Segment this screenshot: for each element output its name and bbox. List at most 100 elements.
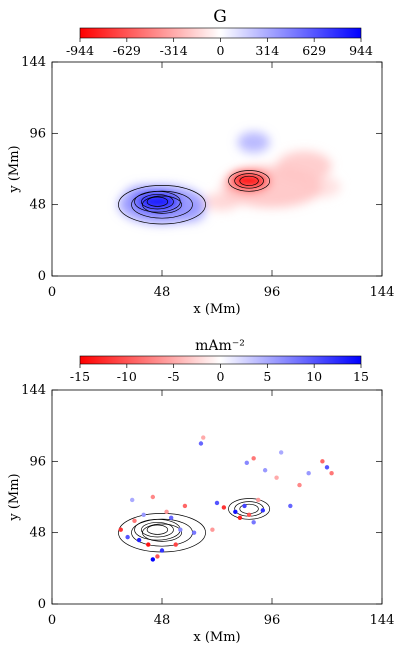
axes-2: 0 48 96 144 0 48 96 144: [21, 383, 394, 628]
y-tick-label: 0: [38, 597, 46, 612]
positive-current-point: [242, 503, 247, 509]
positive-current-point: [262, 468, 268, 473]
colorbar-2: [79, 355, 362, 365]
x-tick-label: 48: [154, 613, 171, 628]
colorbar-1: [79, 27, 362, 39]
field-contour: [141, 522, 174, 538]
negative-current-point: [173, 542, 178, 547]
field-contour: [118, 184, 206, 225]
colorbar-tick-label: -629: [113, 43, 141, 58]
x-tick-label: 144: [370, 613, 395, 628]
negative-current-point: [132, 518, 137, 523]
y-tick-label: 144: [21, 55, 46, 70]
negative-current-point: [246, 512, 252, 518]
colorbar-tick-label: 0: [217, 43, 225, 58]
positive-current-point: [288, 503, 293, 509]
y-tick-label: 96: [29, 454, 46, 469]
positive-current-point: [198, 441, 204, 446]
negative-current-point: [329, 471, 334, 476]
field-contour: [234, 173, 264, 189]
positive-current-point: [244, 460, 249, 466]
negative-current-point: [164, 509, 169, 515]
x-tick-label: 0: [48, 613, 56, 628]
positive-current-point: [306, 471, 311, 476]
field-contour: [146, 196, 169, 207]
field-contour: [141, 194, 174, 210]
plot-frame-1: [51, 61, 383, 277]
negative-current-point: [256, 497, 261, 503]
negative-current-point: [182, 503, 188, 509]
contour-layer: [118, 170, 271, 225]
negative-current-point: [210, 527, 215, 532]
x-tick-label: 96: [264, 613, 281, 628]
negative-current-point: [297, 482, 302, 488]
colorbar-tick-label: 0: [217, 369, 225, 384]
x-axis-label-2: x (Mm): [193, 630, 240, 645]
y-axis-label-1: y (Mm): [7, 145, 22, 193]
x-tick-label: 96: [264, 285, 281, 300]
current-points: [118, 435, 334, 562]
negative-current-point: [221, 505, 227, 510]
positive-current-point: [168, 515, 174, 521]
colorbar-tick-label: -15: [70, 369, 90, 384]
positive-current-point: [125, 534, 130, 540]
colorbar-tick-label: 10: [306, 369, 322, 384]
negative-current-point: [274, 475, 279, 480]
field-contour: [142, 523, 182, 542]
y-tick-label: 48: [29, 198, 46, 213]
panel-current-density: mAm⁻² -15 -10 -5 0 5 10 15 0 48 96 144 0 48 96 144 x …: [7, 338, 394, 645]
field-contour: [131, 518, 193, 547]
y-tick-label: 0: [38, 269, 46, 284]
negative-current-point: [237, 515, 243, 521]
colorbar-tick-label: -314: [160, 43, 188, 58]
positive-current-point: [130, 497, 135, 503]
negative-current-point: [150, 494, 156, 500]
field-contour: [146, 524, 169, 535]
y-axis-label-2: y (Mm): [7, 473, 22, 521]
positive-current-point: [233, 509, 238, 515]
y-tick-label: 144: [21, 383, 46, 398]
panel-magnetic-field: G -944 -629 -314 0 314 629 944 0 48 96 144 0 48 96 14…: [7, 7, 394, 317]
positive-current-point: [159, 548, 165, 553]
positive-current-point: [141, 512, 146, 518]
contour-layer-2: [118, 498, 271, 553]
positive-current-point: [278, 450, 284, 455]
field-contour: [228, 498, 271, 520]
x-tick-label: 48: [154, 285, 171, 300]
x-axis-label-1: x (Mm): [193, 302, 240, 317]
axes-1: 0 48 96 144 0 48 96 144: [21, 55, 394, 300]
field-contour: [239, 175, 259, 186]
negative-current-point: [201, 435, 206, 440]
colorbar-title-1: G: [213, 7, 227, 27]
plot-frame-2: [51, 389, 383, 605]
field-contour: [134, 190, 181, 213]
colorbar-tick-label: -10: [117, 369, 137, 384]
colorbar-ticks-2: -15 -10 -5 0 5 10 15: [70, 364, 369, 384]
y-tick-label: 48: [29, 526, 46, 541]
x-tick-label: 144: [370, 285, 395, 300]
colorbar-ticks-1: -944 -629 -314 0 314 629 944: [66, 38, 373, 58]
positive-current-point: [191, 530, 197, 535]
negative-current-point: [118, 527, 123, 532]
colorbar-tick-label: 5: [263, 369, 271, 384]
positive-current-point: [324, 465, 330, 470]
negative-current-point: [146, 542, 151, 547]
positive-current-point: [251, 520, 256, 525]
colorbar-tick-label: 314: [255, 43, 279, 58]
y-tick-label: 96: [29, 126, 46, 141]
positive-current-point: [136, 537, 142, 543]
negative-current-point: [320, 459, 325, 464]
field-contour: [228, 170, 271, 192]
positive-current-point: [260, 508, 266, 513]
positive-current-point: [150, 557, 156, 562]
negative-current-point: [251, 456, 256, 461]
positive-current-point: [178, 527, 183, 532]
negative-current-point: [155, 554, 160, 559]
colorbar-tick-label: 629: [302, 43, 326, 58]
positive-current-point: [214, 500, 220, 506]
x-tick-label: 0: [48, 285, 56, 300]
colorbar-tick-label: 944: [349, 43, 373, 58]
colorbar-tick-label: 15: [353, 369, 369, 384]
colorbar-tick-label: -944: [66, 43, 94, 58]
